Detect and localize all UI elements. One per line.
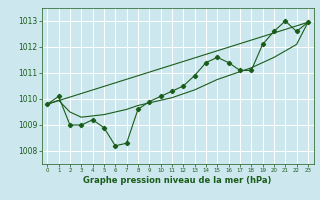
X-axis label: Graphe pression niveau de la mer (hPa): Graphe pression niveau de la mer (hPa) (84, 176, 272, 185)
